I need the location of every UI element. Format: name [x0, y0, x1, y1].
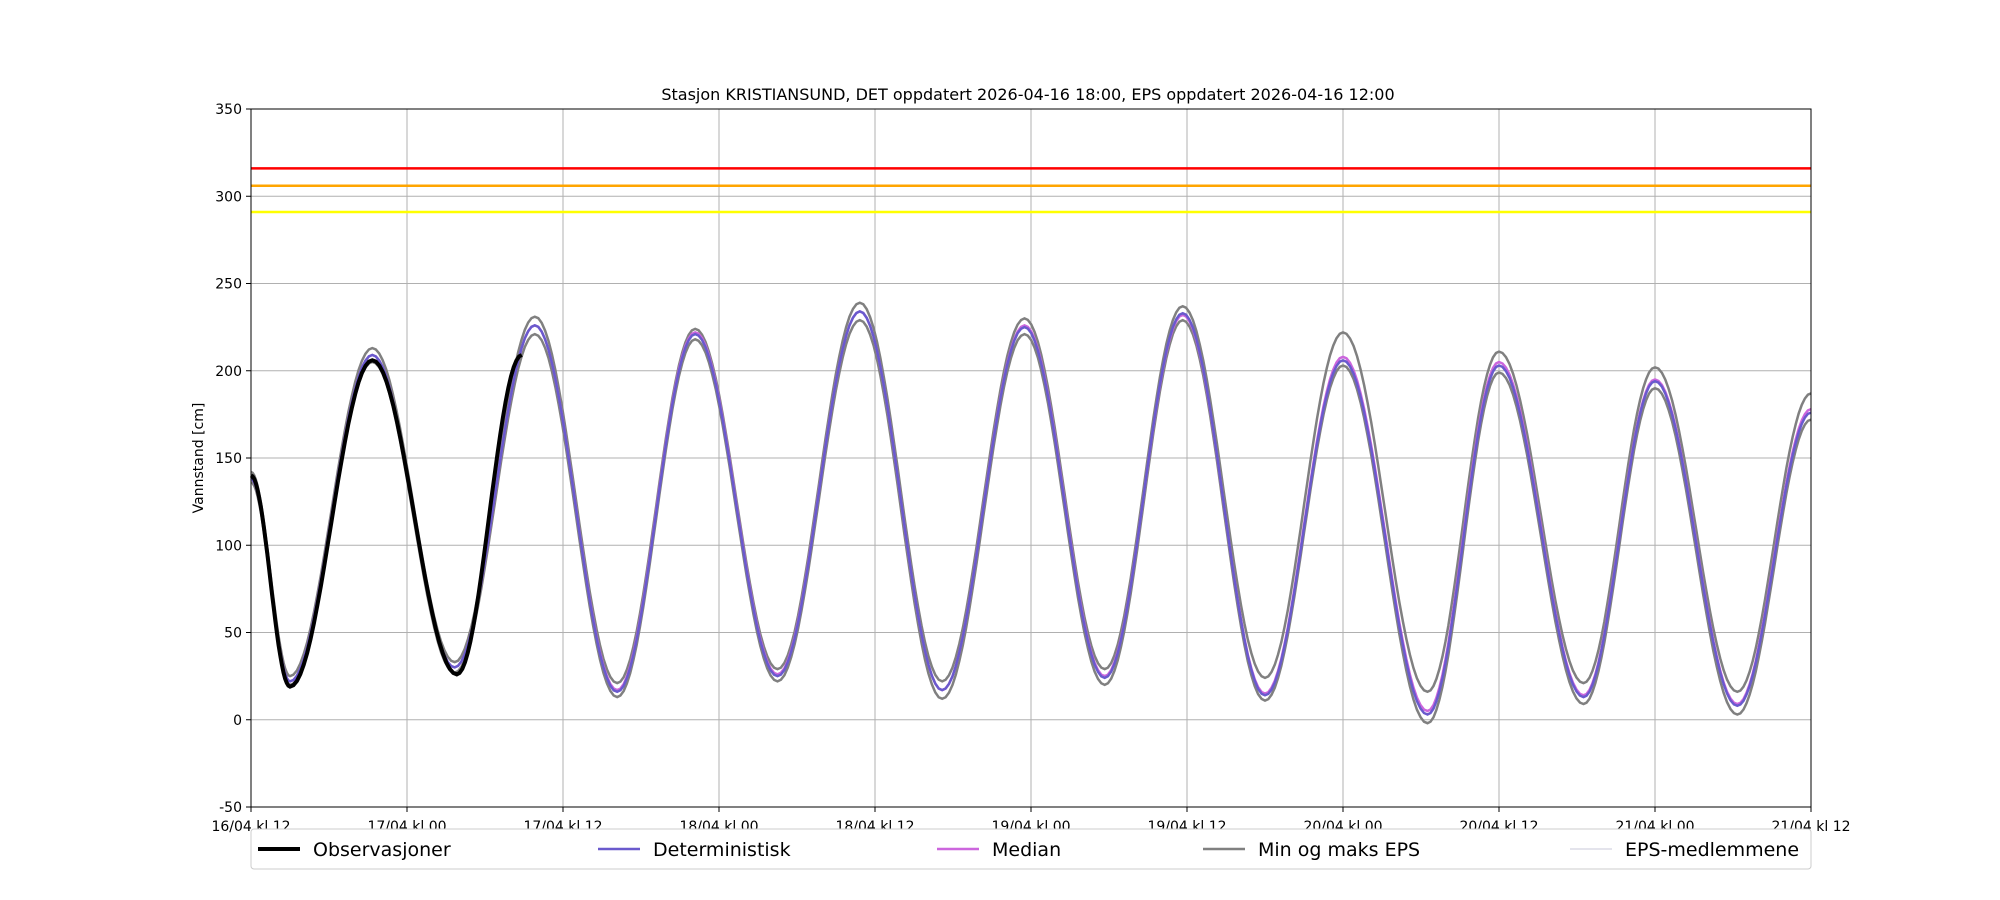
y-tick-label: 200	[215, 364, 242, 380]
y-axis-ticks: -50 0 50 100 150 200 250 300 350	[215, 102, 251, 816]
y-tick-label: 50	[224, 626, 242, 642]
legend: Observasjoner Deterministisk Median Min og …	[250, 828, 1812, 870]
y-tick-label: 300	[215, 189, 242, 205]
legend-label: Deterministisk	[653, 839, 791, 861]
grid-lines	[250, 108, 1812, 808]
legend-label: Median	[992, 839, 1061, 861]
y-tick-label: 150	[215, 451, 242, 467]
y-tick-label: 100	[215, 538, 242, 554]
series-line-observations	[249, 353, 523, 689]
legend-label: Observasjoner	[313, 839, 451, 861]
chart-title: Stasjon KRISTIANSUND, DET oppdatert 2026…	[661, 85, 1394, 104]
legend-label: EPS-medlemmene	[1625, 839, 1799, 861]
threshold-lines	[251, 167, 1811, 214]
y-tick-label: 250	[215, 277, 242, 293]
legend-box	[250, 828, 1812, 870]
series-layer	[249, 301, 1812, 725]
y-axis-label: Vannstand [cm]	[191, 403, 207, 514]
y-tick-label: -50	[219, 800, 242, 816]
legend-label: Min og maks EPS	[1258, 839, 1420, 861]
y-tick-label: 350	[215, 102, 242, 118]
y-tick-label: 0	[233, 713, 242, 729]
